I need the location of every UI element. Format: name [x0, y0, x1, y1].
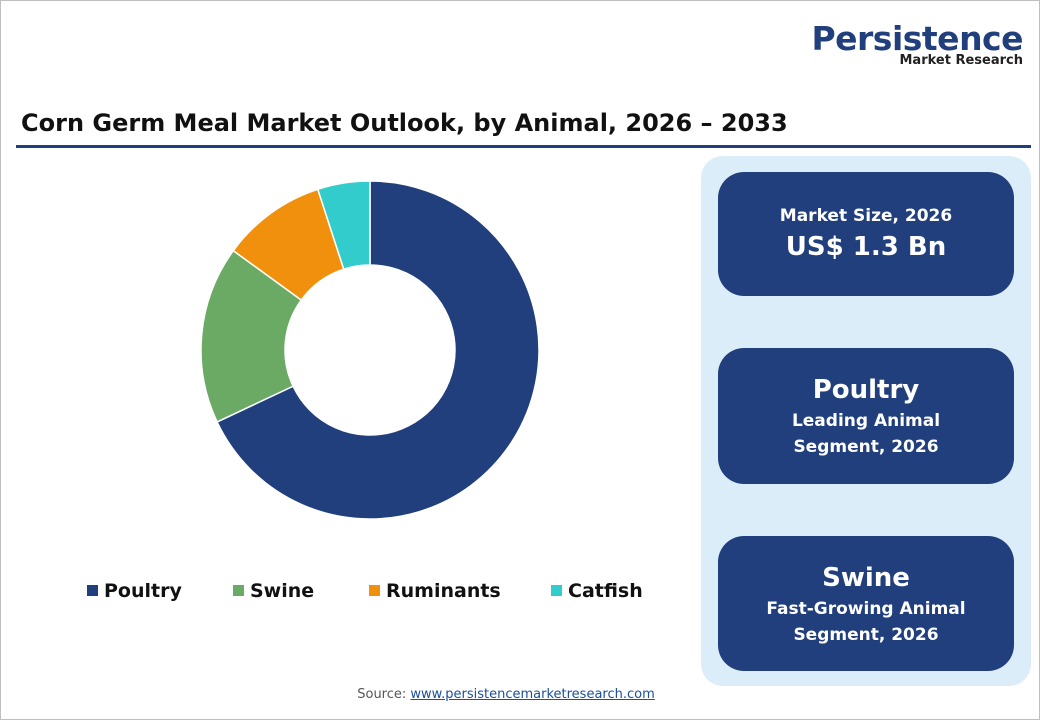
legend-swatch	[551, 585, 562, 596]
chart: Poultry Swine Ruminants Catfish	[87, 180, 643, 602]
legend-label: Catfish	[568, 580, 643, 602]
card-text: Fast-Growing Animal Segment, 2026	[766, 598, 966, 645]
source-link[interactable]: www.persistencemarketresearch.com	[410, 687, 655, 702]
title-rule	[16, 145, 1031, 148]
card-text: US$ 1.3 Bn	[785, 232, 947, 262]
card-text: Leading Animal Segment, 2026	[791, 411, 941, 457]
donut-slice	[216, 180, 540, 520]
legend-label: Poultry	[104, 580, 182, 602]
legend-swatch	[233, 585, 244, 596]
summary-card: Poultry Leading Animal Segment, 2026	[718, 348, 1014, 484]
card-heading: Swine	[822, 562, 910, 593]
logo-name: Persistence	[811, 19, 1023, 58]
source: Source: www.persistencemarketresearch.co…	[1, 687, 1011, 702]
legend-swatch	[87, 585, 98, 596]
summary-card: Market Size, 2026 US$ 1.3 Bn	[718, 172, 1014, 296]
source-label: Source:	[357, 687, 407, 702]
logo-tagline: Market Research	[899, 53, 1024, 68]
donut-slice	[200, 249, 303, 423]
summary-card: Swine Fast-Growing Animal Segment, 2026	[718, 536, 1014, 671]
legend-label: Ruminants	[386, 580, 501, 602]
legend-swatch	[369, 585, 380, 596]
card-heading: Poultry	[812, 375, 920, 405]
card-heading: Market Size, 2026	[779, 206, 953, 226]
legend-label: Swine	[250, 580, 314, 602]
chart-title: Corn Germ Meal Market Outlook, by Animal…	[21, 109, 788, 137]
donut-slice	[316, 180, 371, 271]
